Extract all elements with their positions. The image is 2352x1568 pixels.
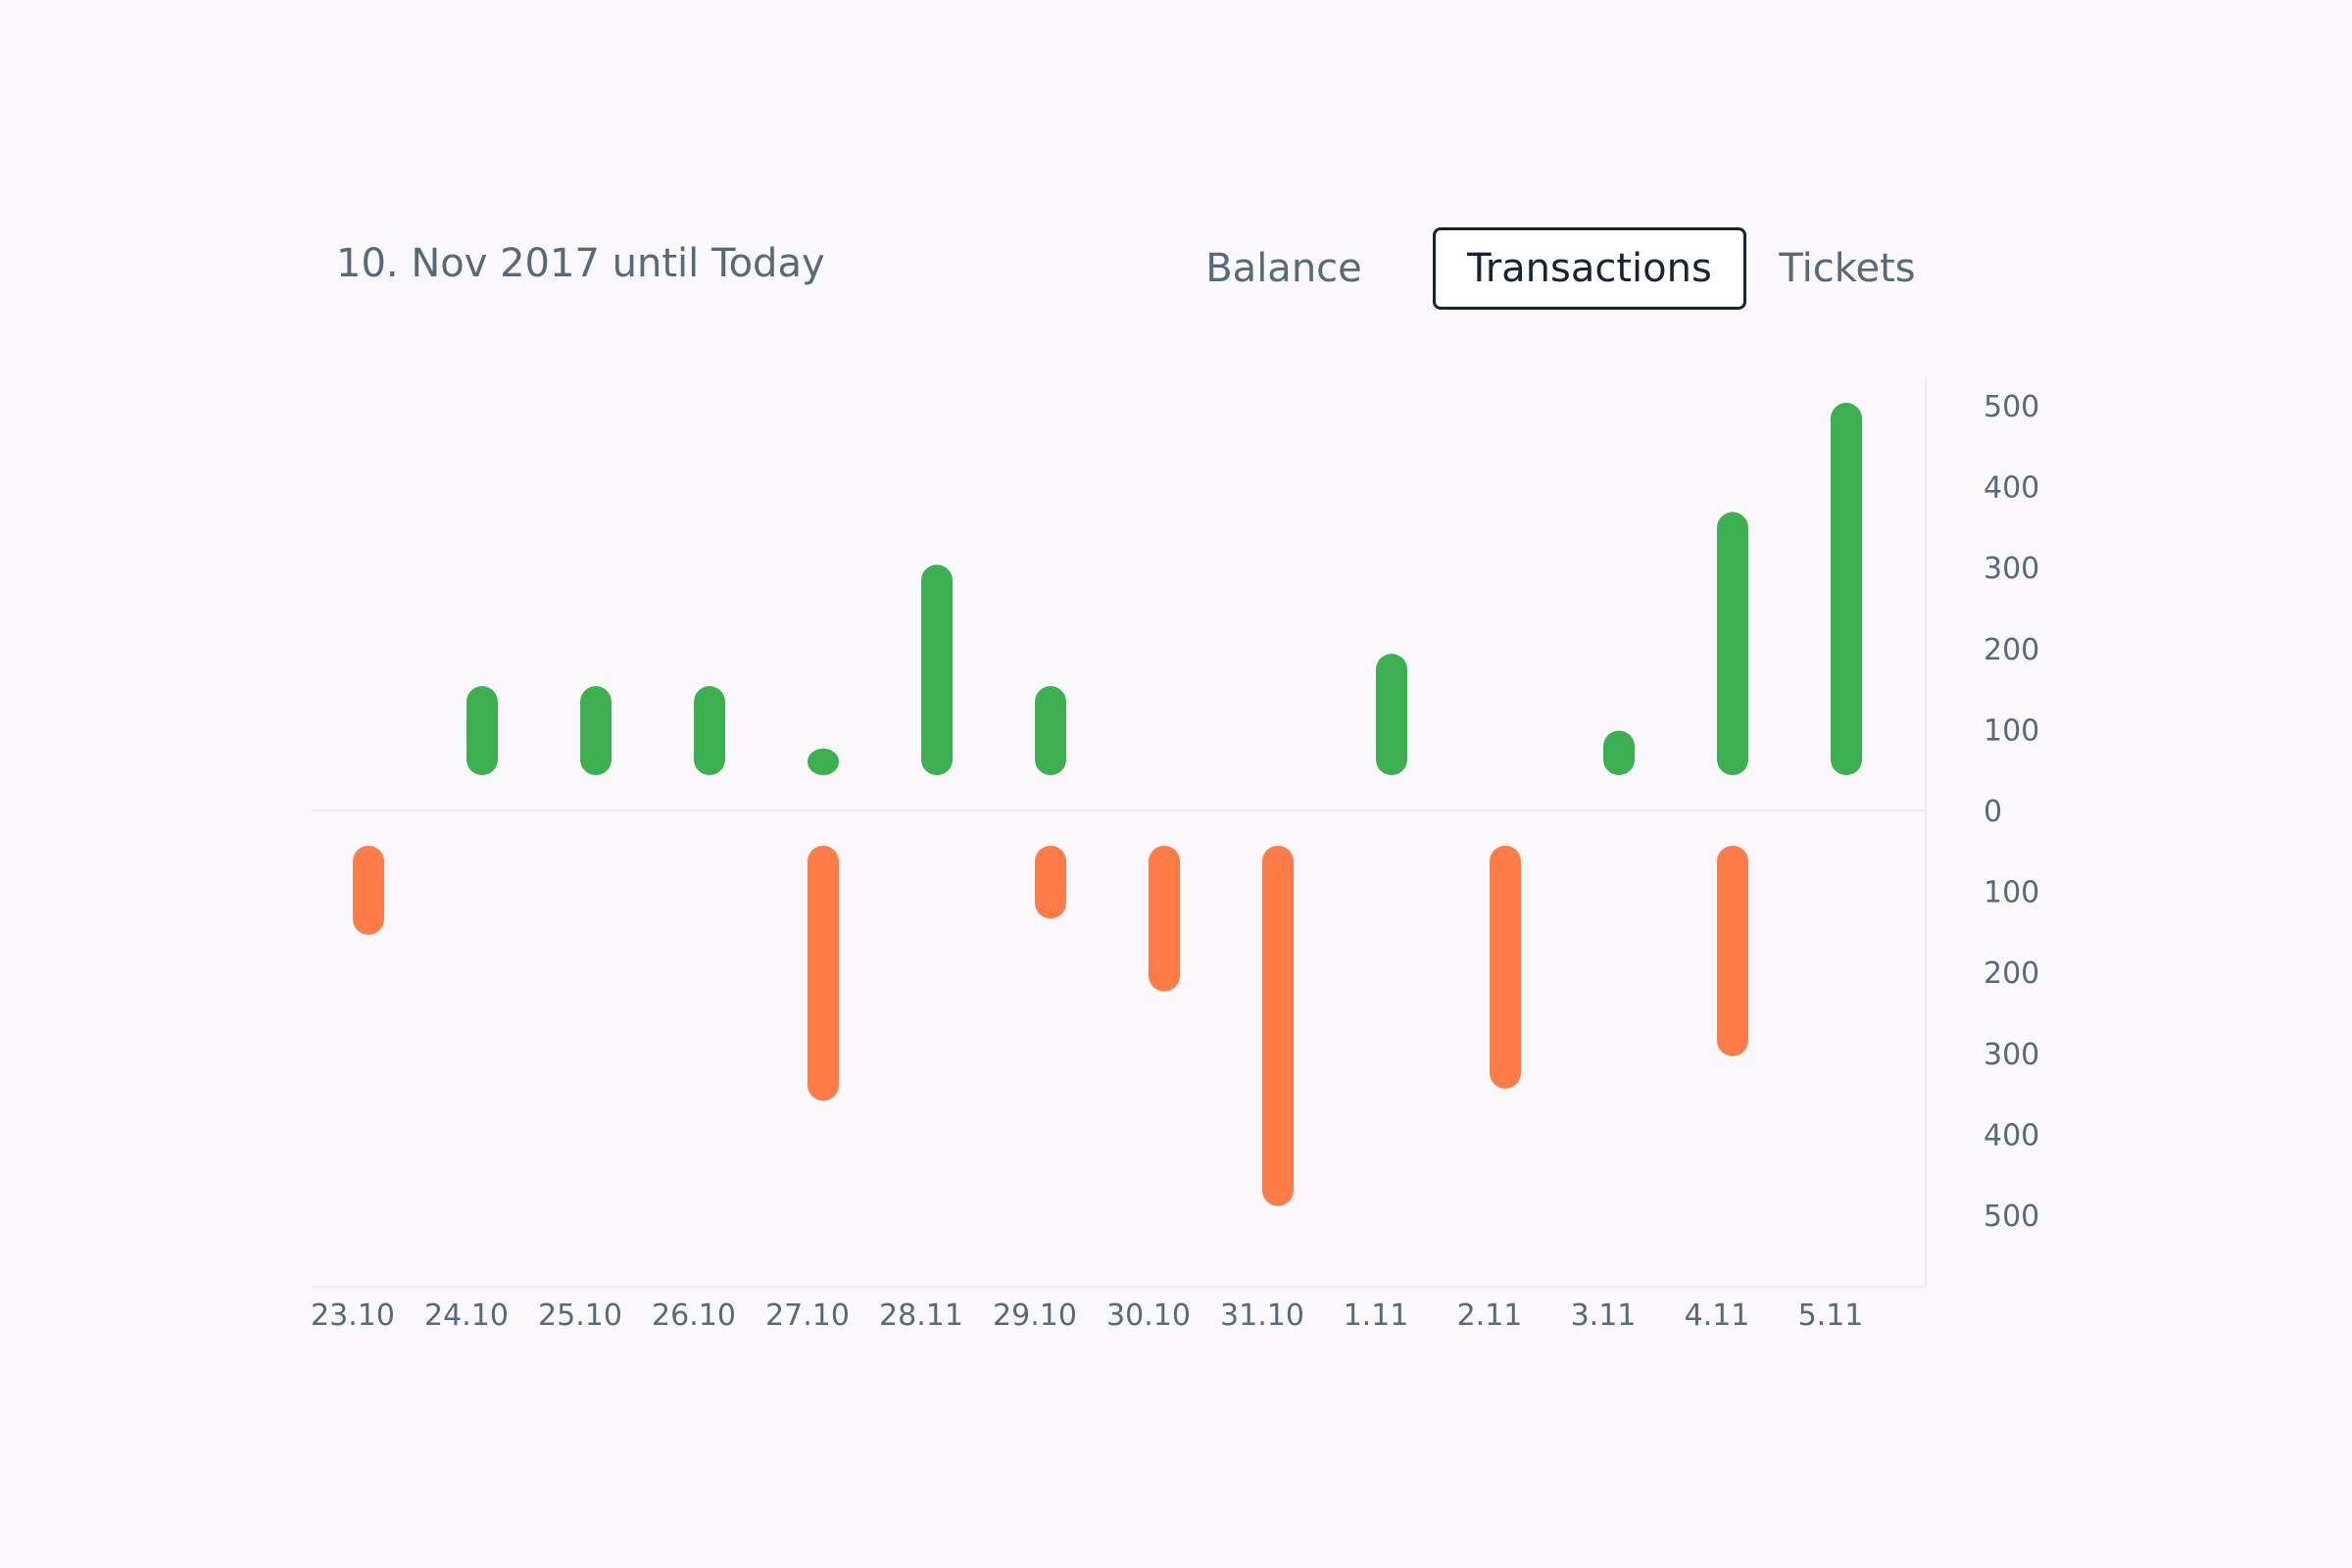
bar-negative xyxy=(1717,846,1748,1056)
bar-negative xyxy=(1149,846,1180,992)
y-tick-label: 200 xyxy=(1984,956,2039,991)
bar-positive xyxy=(580,686,612,775)
x-tick-label: 24.10 xyxy=(424,1298,509,1333)
bar-negative xyxy=(353,846,384,935)
x-tick-label: 30.10 xyxy=(1106,1298,1191,1333)
bar-negative xyxy=(1490,846,1521,1089)
bar-positive xyxy=(694,686,725,775)
bar-positive xyxy=(466,686,498,775)
x-tick-label: 25.10 xyxy=(538,1298,622,1333)
x-tick-label: 5.11 xyxy=(1798,1298,1864,1333)
y-tick-label: 500 xyxy=(1984,1200,2039,1234)
bar-positive xyxy=(808,748,839,775)
bar-negative xyxy=(1262,846,1294,1206)
x-tick-label: 4.11 xyxy=(1685,1298,1750,1333)
x-tick-label: 2.11 xyxy=(1457,1298,1523,1333)
y-tick-label: 300 xyxy=(1984,552,2039,586)
x-tick-label: 29.10 xyxy=(993,1298,1077,1333)
bar-positive xyxy=(1603,730,1635,775)
bar-negative xyxy=(1035,846,1066,919)
y-tick-label: 400 xyxy=(1984,471,2039,506)
tab-transactions[interactable]: Transactions xyxy=(1433,227,1746,310)
bar-positive xyxy=(921,564,953,775)
tab-tickets[interactable]: Tickets xyxy=(1779,246,1916,291)
x-tick-label: 3.11 xyxy=(1571,1298,1637,1333)
bar-positive xyxy=(1831,403,1862,775)
y-tick-label: 400 xyxy=(1984,1118,2039,1152)
bar-positive xyxy=(1376,654,1407,775)
x-tick-label: 27.10 xyxy=(765,1298,850,1333)
y-tick-label-zero: 0 xyxy=(1984,795,2002,829)
date-range-label: 10. Nov 2017 until Today xyxy=(336,241,825,286)
x-tick-label: 28.11 xyxy=(879,1298,963,1333)
y-tick-label: 100 xyxy=(1984,876,2039,910)
y-tick-label: 500 xyxy=(1984,390,2039,424)
bar-positive xyxy=(1717,512,1748,775)
bar-positive xyxy=(1035,686,1066,775)
bar-negative xyxy=(808,846,839,1102)
x-tick-label: 1.11 xyxy=(1344,1298,1409,1333)
x-tick-label: 26.10 xyxy=(652,1298,736,1333)
y-tick-label: 300 xyxy=(1984,1038,2039,1072)
y-tick-label: 100 xyxy=(1984,713,2039,748)
tab-balance[interactable]: Balance xyxy=(1205,246,1362,291)
y-tick-label: 200 xyxy=(1984,633,2039,667)
x-tick-label: 23.10 xyxy=(311,1298,395,1333)
x-tick-label: 31.10 xyxy=(1220,1298,1304,1333)
